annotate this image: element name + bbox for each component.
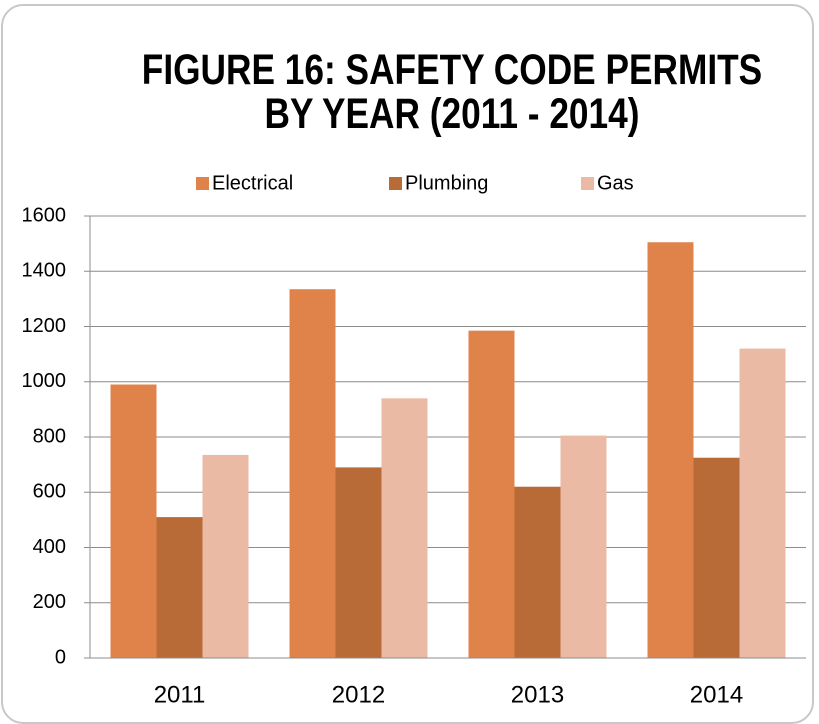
y-tick-label: 1000: [22, 370, 67, 392]
bar: [560, 435, 607, 658]
bar: [202, 454, 249, 658]
y-tick-label: 1200: [22, 315, 67, 337]
x-tick-label: 2013: [511, 681, 564, 708]
y-tick-label: 400: [33, 536, 66, 558]
bar: [693, 457, 740, 658]
legend-swatch: [581, 177, 594, 190]
legend-swatch: [196, 177, 209, 190]
legend-label: Gas: [597, 172, 634, 194]
legend-swatch: [389, 177, 402, 190]
legend-label: Plumbing: [405, 172, 488, 194]
y-tick-label: 600: [33, 481, 66, 503]
chart-title: FIGURE 16: SAFETY CODE PERMITS BY YEAR (…: [141, 46, 763, 138]
bar: [468, 330, 515, 658]
x-tick-label: 2012: [332, 681, 385, 708]
x-tick-label: 2014: [690, 681, 743, 708]
bar: [739, 348, 786, 658]
legend-label: Electrical: [212, 172, 293, 194]
y-tick-label: 200: [33, 591, 66, 613]
bar: [110, 384, 157, 658]
bar: [156, 517, 203, 658]
bar: [289, 289, 336, 658]
y-tick-label: 1400: [22, 260, 67, 282]
y-tick-label: 0: [55, 646, 66, 668]
bar: [514, 486, 561, 658]
bar: [647, 242, 694, 658]
y-tick-label: 1600: [22, 204, 67, 226]
bar: [335, 467, 382, 658]
x-tick-label: 2011: [154, 681, 206, 708]
bar: [381, 398, 428, 658]
y-tick-label: 800: [33, 425, 66, 447]
